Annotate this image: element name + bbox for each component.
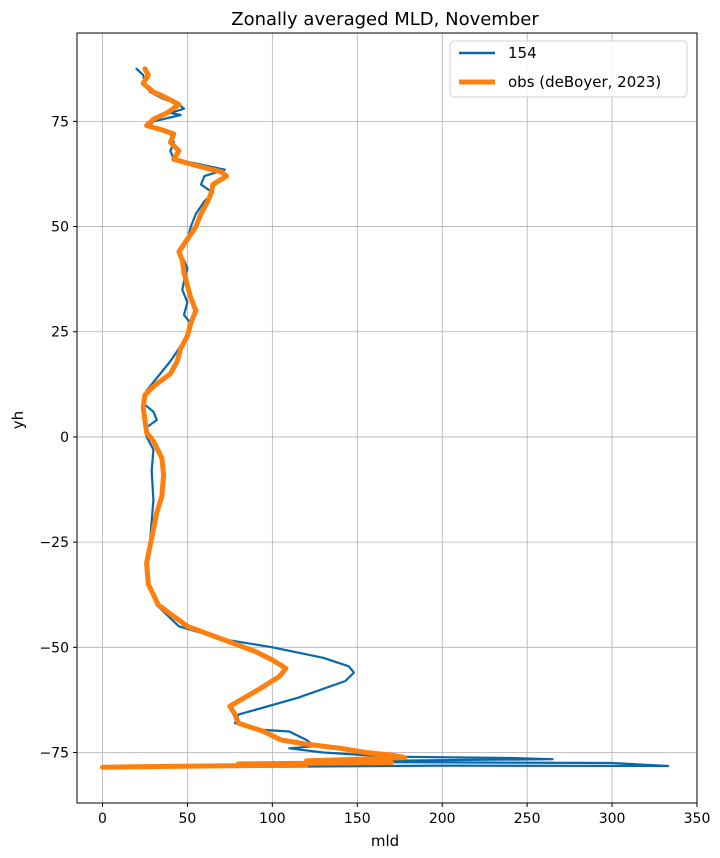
axis-ticks: 0 50 100 150 200 250 300 350 −75 −50 −25 0 25 50 75 [39,114,710,827]
y-tick-label: 50 [51,220,69,236]
y-tick-label: 0 [60,430,69,446]
grid [77,33,698,803]
series-line-154 [101,67,670,769]
y-axis-label: yh [9,411,27,429]
y-tick-label: 75 [51,114,69,130]
plot-frame [76,32,698,804]
y-tick-label: −75 [39,746,69,762]
x-tick-label: 300 [599,811,626,827]
x-tick-label: 50 [178,811,196,827]
y-tick-label: −25 [39,535,69,551]
y-tick-label: 25 [51,325,69,341]
x-axis-label: mld [371,832,399,850]
x-tick-label: 100 [259,811,286,827]
legend-label-154: 154 [508,44,537,62]
data-lines [100,66,670,770]
series-line-obs [100,66,408,770]
x-tick-label: 200 [429,811,456,827]
legend-label-obs: obs (deBoyer, 2023) [508,73,661,91]
x-tick-label: 350 [684,811,711,827]
chart-title: Zonally averaged MLD, November [231,9,539,30]
x-tick-label: 0 [98,811,107,827]
legend: 154 obs (deBoyer, 2023) [449,40,688,98]
x-tick-label: 150 [344,811,371,827]
legend-box [449,40,688,98]
x-tick-label: 250 [514,811,541,827]
y-tick-label: −50 [39,640,69,656]
